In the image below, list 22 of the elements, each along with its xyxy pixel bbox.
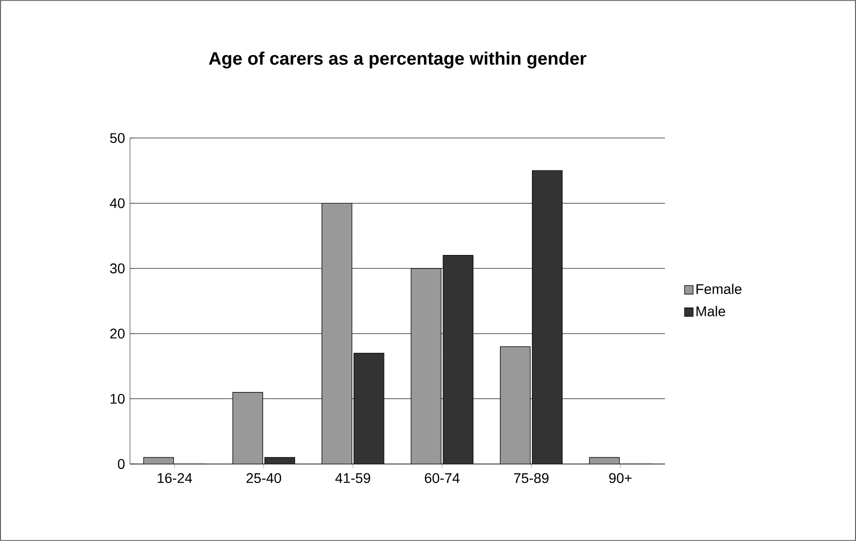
- bar: [354, 352, 384, 464]
- x-tick-label: 25-40: [246, 473, 282, 484]
- bar: [410, 268, 442, 464]
- bar: [532, 170, 563, 464]
- y-tick-label: 10: [110, 394, 125, 404]
- y-tick-label: 0: [118, 459, 125, 469]
- bar: [500, 346, 531, 464]
- y-tick-label: 40: [110, 198, 125, 208]
- y-tick-label: 50: [110, 133, 125, 143]
- bar: [232, 392, 264, 464]
- x-tick-label: 60-74: [424, 473, 460, 484]
- legend-label: Female: [696, 284, 742, 294]
- chart-title: Age of carers as a percentage within gender: [208, 52, 586, 68]
- bar: [322, 202, 352, 464]
- x-tick-label: 75-89: [514, 473, 548, 484]
- y-tick-label: 30: [110, 263, 125, 274]
- x-tick-label: 90+: [609, 473, 632, 484]
- x-tick-label: 16-24: [158, 473, 192, 484]
- x-tick-label: 41-59: [335, 473, 370, 484]
- y-tick-label: 20: [110, 328, 125, 339]
- bar: [442, 255, 474, 464]
- legend-label: Male: [696, 306, 726, 316]
